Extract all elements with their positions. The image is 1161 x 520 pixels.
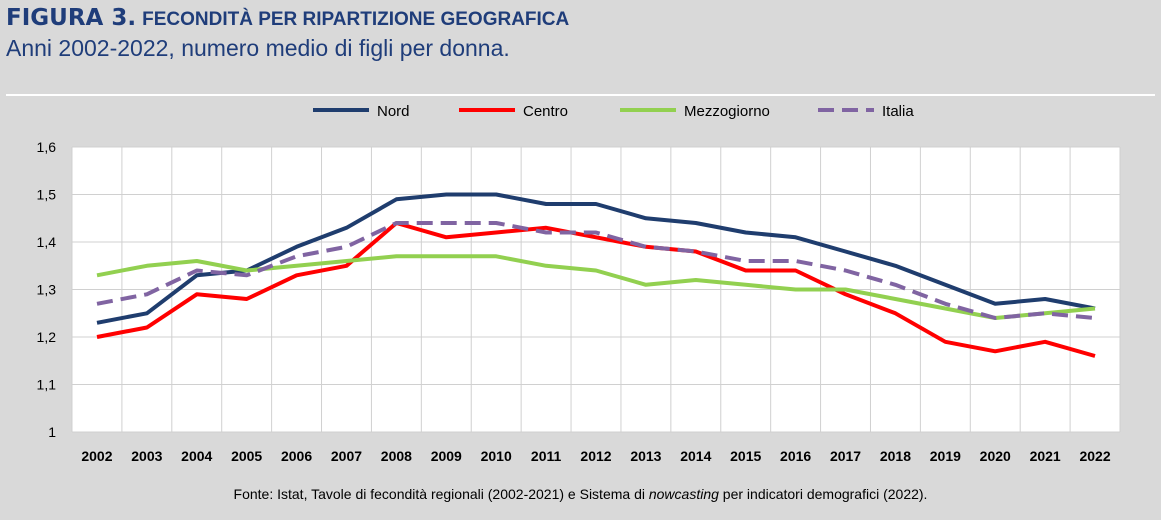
- x-axis: 2002 2003 2004 2005 2006 2007 2008 2009 2010 2011…: [81, 448, 1110, 464]
- x-tick-label: 2020: [980, 448, 1011, 464]
- title-line: FIGURA 3. FECONDITÀ PER RIPARTIZIONE GEOG…: [6, 4, 1155, 32]
- legend-label-nord: Nord: [377, 103, 410, 120]
- legend-label-mezzogiorno: Mezzogiorno: [684, 103, 770, 120]
- y-tick-label: 1,1: [37, 377, 57, 393]
- source-text-start: Fonte: Istat, Tavole di fecondità region…: [233, 486, 649, 502]
- gridlines: [71, 146, 1121, 433]
- x-tick-label: 2006: [281, 448, 312, 464]
- line-chart: 1 1,1 1,2 1,3 1,4 1,5 1,6 2002 2003 2004 2005 2006…: [37, 103, 1121, 464]
- x-tick-label: 2019: [930, 448, 961, 464]
- source-text-end: per indicatori demografici (2022).: [718, 486, 928, 502]
- x-tick-label: 2010: [481, 448, 512, 464]
- y-tick-label: 1,6: [37, 139, 57, 155]
- y-tick-label: 1: [48, 424, 56, 440]
- x-tick-label: 2016: [780, 448, 811, 464]
- x-tick-label: 2013: [630, 448, 661, 464]
- x-tick-label: 2003: [131, 448, 162, 464]
- x-tick-label: 2022: [1079, 448, 1110, 464]
- legend-label-centro: Centro: [523, 103, 568, 120]
- x-tick-label: 2021: [1030, 448, 1061, 464]
- chart-header: FIGURA 3. FECONDITÀ PER RIPARTIZIONE GEOG…: [6, 4, 1155, 62]
- y-tick-label: 1,4: [37, 234, 57, 250]
- x-tick-label: 2008: [381, 448, 412, 464]
- x-tick-label: 2014: [680, 448, 711, 464]
- x-tick-label: 2012: [580, 448, 611, 464]
- chart-title: FECONDITÀ PER RIPARTIZIONE GEOGRAFICA: [142, 9, 570, 30]
- y-axis: 1 1,1 1,2 1,3 1,4 1,5 1,6: [37, 139, 57, 440]
- series-line-italia: [96, 221, 1096, 320]
- y-tick-label: 1,5: [37, 187, 57, 203]
- x-tick-label: 2011: [531, 448, 562, 464]
- legend: Nord Centro Mezzogiorno Italia: [313, 103, 914, 120]
- figure-label: FIGURA 3.: [6, 5, 137, 31]
- x-tick-label: 2002: [81, 448, 112, 464]
- chart-subtitle: Anni 2002-2022, numero medio di figli pe…: [6, 35, 510, 61]
- source-text-italic: nowcasting: [648, 486, 719, 502]
- x-tick-label: 2005: [231, 448, 262, 464]
- legend-label-italia: Italia: [882, 103, 914, 120]
- series-line-centro: [96, 221, 1096, 358]
- series-line-nord: [96, 192, 1096, 325]
- x-tick-label: 2015: [730, 448, 761, 464]
- x-tick-label: 2018: [880, 448, 911, 464]
- header-divider: [6, 94, 1155, 96]
- y-tick-label: 1,2: [37, 329, 57, 345]
- y-tick-label: 1,3: [37, 282, 57, 298]
- series-lines: [96, 192, 1096, 358]
- x-tick-label: 2004: [181, 448, 212, 464]
- x-tick-label: 2007: [331, 448, 362, 464]
- source-note: Fonte: Istat, Tavole di fecondità region…: [0, 486, 1161, 502]
- x-tick-label: 2009: [431, 448, 462, 464]
- x-tick-label: 2017: [830, 448, 861, 464]
